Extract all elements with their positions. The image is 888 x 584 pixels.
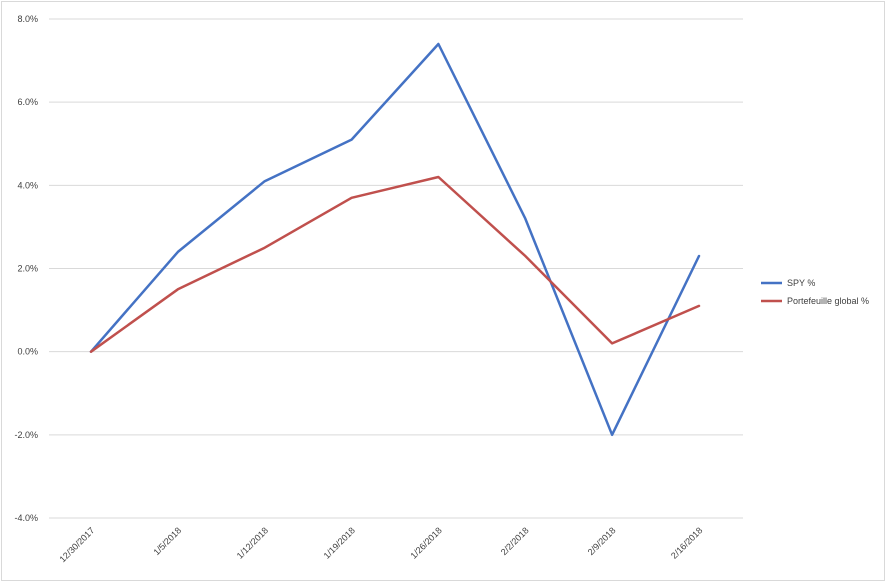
series-lines [89,42,701,437]
legend-label: Portefeuille global % [787,296,869,306]
x-tick-label: 1/5/2018 [151,525,183,557]
legend: SPY % Portefeuille global % [761,278,869,306]
series-line-portefeuille [89,175,701,353]
legend-item: SPY % [761,278,815,288]
y-tick-label: 2.0% [17,264,38,274]
y-tick-label: 8.0% [17,14,38,24]
y-tick-label: -2.0% [14,430,38,440]
x-tick-label: 12/30/2017 [57,525,96,564]
x-axis-labels: 12/30/2017 1/5/2018 1/12/2018 1/19/2018 1/26… [57,525,704,564]
x-tick-label: 2/2/2018 [499,525,531,557]
gridlines [49,18,743,519]
y-axis-labels: -4.0% -2.0% 0.0% 2.0% 4.0% 6.0% 8.0% [14,14,38,523]
x-tick-label: 1/26/2018 [408,525,443,560]
x-tick-label: 2/16/2018 [669,525,704,560]
x-tick-label: 2/9/2018 [586,525,618,557]
legend-item: Portefeuille global % [761,296,869,306]
legend-label: SPY % [787,278,815,288]
x-tick-label: 1/19/2018 [322,525,357,560]
y-tick-label: -4.0% [14,513,38,523]
series-line-spy [89,42,701,437]
x-tick-label: 1/12/2018 [235,525,270,560]
y-tick-label: 6.0% [17,97,38,107]
y-tick-label: 0.0% [17,347,38,357]
y-tick-label: 4.0% [17,180,38,190]
